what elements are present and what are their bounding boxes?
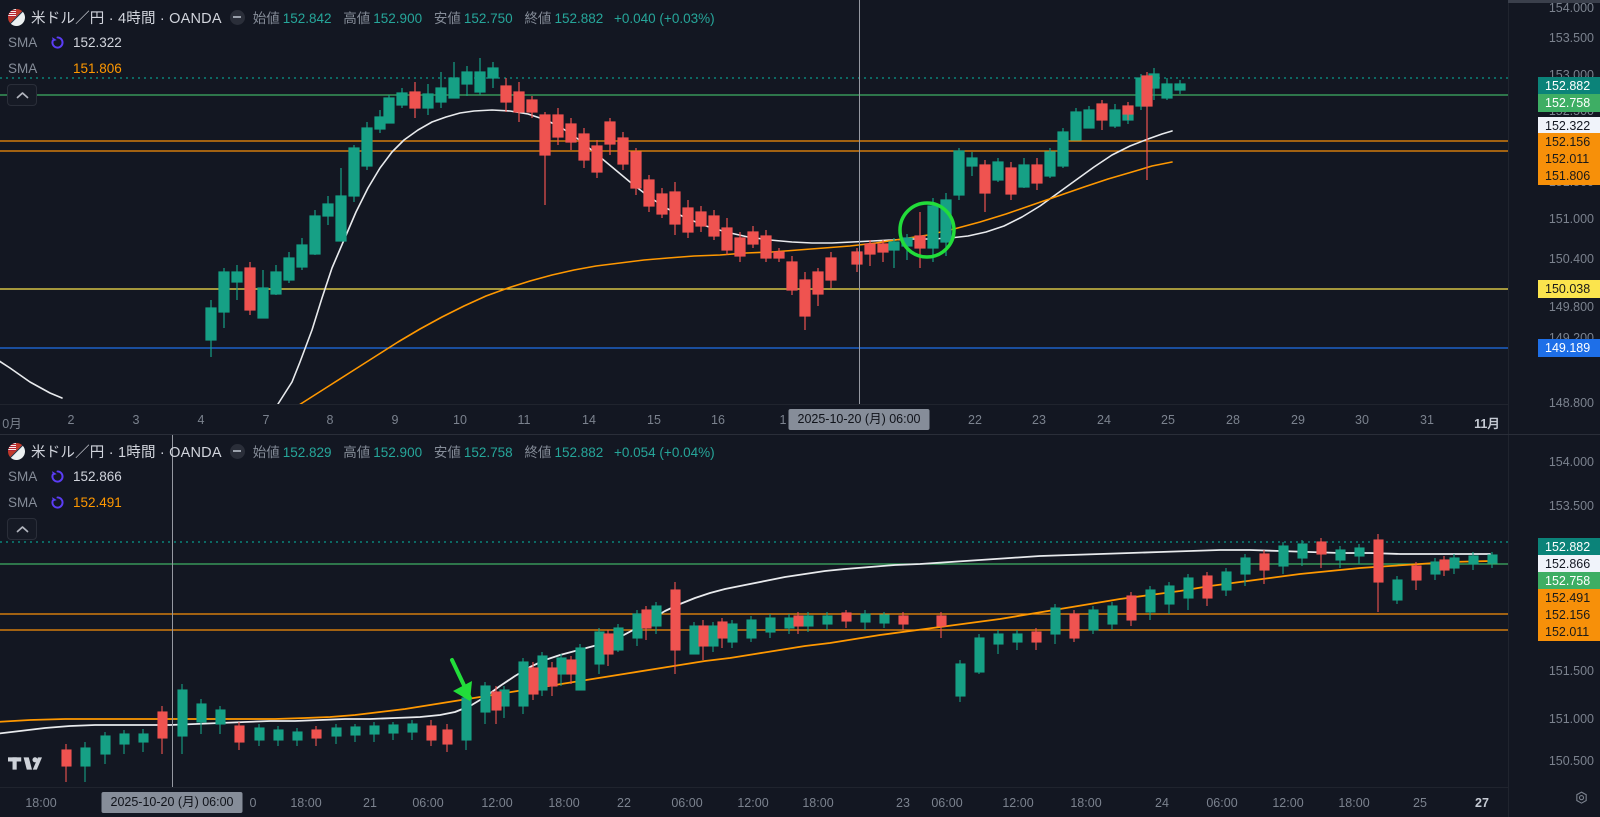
price-tick: 148.800 <box>1548 396 1594 410</box>
green-circle-annotation <box>898 201 956 259</box>
time-tick: 11 <box>517 413 531 427</box>
price-tick: 150.500 <box>1548 754 1594 768</box>
time-tick: 18:00 <box>1338 796 1370 810</box>
time-axis-1h[interactable]: 18:00 0 18:00 21 06:00 12:00 18:00 22 06… <box>0 787 1508 817</box>
price-tick: 154.000 <box>1548 455 1594 469</box>
crosshair-time-label-1h: 2025-10-20 (月) 06:00 <box>101 792 243 813</box>
plot-area-1h[interactable] <box>0 434 1508 817</box>
price-axis-4h[interactable]: 154.000 153.500 153.000 152.500 152.000 … <box>1508 0 1600 434</box>
sma-orange-line-1h <box>0 560 1491 723</box>
time-tick: 12:00 <box>737 796 769 810</box>
price-tick: 151.500 <box>1548 664 1594 678</box>
price-tick: 154.000 <box>1548 1 1594 15</box>
time-tick: 06:00 <box>931 796 963 810</box>
pane-collapse-button-4h[interactable] <box>7 84 37 106</box>
time-tick: 0 <box>249 796 257 810</box>
time-tick: 18:00 <box>290 796 322 810</box>
time-tick: 16 <box>711 413 725 427</box>
time-tick: 15 <box>647 413 661 427</box>
price-tick: 153.500 <box>1548 31 1594 45</box>
time-tick: 24 <box>1155 796 1169 810</box>
time-tick: 12:00 <box>1272 796 1304 810</box>
tradingview-logo[interactable] <box>8 752 42 779</box>
sma-orange-line-4h <box>287 161 1173 413</box>
time-tick-month: 11月 <box>1474 417 1500 431</box>
price-label-sma-white-1h[interactable]: 152.866 <box>1538 555 1600 573</box>
time-tick: 18:00 <box>25 796 57 810</box>
price-axis-1h[interactable]: 154.000 153.500 153.000 152.500 152.000 … <box>1508 434 1600 817</box>
time-tick: 12:00 <box>1002 796 1034 810</box>
time-tick: 22 <box>968 413 982 427</box>
price-tick: 150.400 <box>1548 252 1594 266</box>
crosshair-vertical-1h <box>172 434 173 787</box>
candles-4h <box>205 58 1186 357</box>
chart-pane-1h[interactable]: 米ドル／円 · 1時間 · OANDA 始値 152.829 高値 152.900 … <box>0 434 1600 817</box>
pane-collapse-button-1h[interactable] <box>7 518 37 540</box>
time-tick: 1 <box>779 413 787 427</box>
time-tick: 10 <box>453 413 467 427</box>
time-tick: 18:00 <box>548 796 580 810</box>
time-tick: 18:00 <box>1070 796 1102 810</box>
time-tick: 28 <box>1226 413 1240 427</box>
price-label-sma-orange-1h[interactable]: 152.491 <box>1538 589 1600 607</box>
price-label-prevclose-1h[interactable]: 152.758 <box>1538 572 1600 590</box>
chevron-up-icon <box>16 525 28 532</box>
crosshair-vertical-4h <box>859 0 860 404</box>
time-tick: 31 <box>1420 413 1434 427</box>
green-arrow-annotation <box>450 658 472 701</box>
time-tick: 21 <box>363 796 377 810</box>
price-tick: 149.800 <box>1548 300 1594 314</box>
time-tick: 23 <box>896 796 910 810</box>
price-label-last-1h[interactable]: 152.882 <box>1538 538 1600 556</box>
price-tick: 153.500 <box>1548 499 1594 513</box>
settings-gear-icon[interactable] <box>1573 790 1590 812</box>
price-label-orange-2[interactable]: 152.011 <box>1538 150 1600 168</box>
chevron-up-icon <box>16 91 28 98</box>
time-axis-4h[interactable]: 0月 2 3 4 7 8 9 10 11 14 15 16 1 22 23 24… <box>0 404 1508 434</box>
price-label-orange-1[interactable]: 152.156 <box>1538 133 1600 151</box>
time-tick: 18:00 <box>802 796 834 810</box>
price-label-sma-white[interactable]: 152.322 <box>1538 117 1600 135</box>
time-tick: 23 <box>1032 413 1046 427</box>
time-tick: 22 <box>617 796 631 810</box>
time-tick: 06:00 <box>412 796 444 810</box>
time-tick: 3 <box>132 413 140 427</box>
time-tick: 24 <box>1097 413 1111 427</box>
time-tick: 25 <box>1413 796 1427 810</box>
time-tick: 7 <box>262 413 270 427</box>
time-tick: 2 <box>67 413 75 427</box>
time-tick: 4 <box>197 413 205 427</box>
crosshair-time-label-4h: 2025-10-20 (月) 06:00 <box>788 409 930 430</box>
price-label-orange-1-1h[interactable]: 152.156 <box>1538 606 1600 624</box>
price-tick: 151.000 <box>1548 712 1594 726</box>
pane-separator[interactable] <box>0 434 1600 435</box>
price-label-yellow[interactable]: 150.038 <box>1538 280 1600 298</box>
time-tick: 8 <box>326 413 334 427</box>
time-tick: 14 <box>582 413 596 427</box>
price-label-sma-orange[interactable]: 151.806 <box>1538 167 1600 185</box>
price-label-prevclose[interactable]: 152.758 <box>1538 94 1600 112</box>
time-tick: 06:00 <box>671 796 703 810</box>
candles-1h <box>61 534 1498 782</box>
plot-area-4h[interactable] <box>0 0 1508 434</box>
price-label-orange-2-1h[interactable]: 152.011 <box>1538 623 1600 641</box>
axis-scroll-nub[interactable] <box>1508 0 1600 3</box>
time-tick: 29 <box>1291 413 1305 427</box>
price-tick: 151.000 <box>1548 212 1594 226</box>
time-tick: 06:00 <box>1206 796 1238 810</box>
time-tick: 25 <box>1161 413 1175 427</box>
time-tick: 0月 <box>2 417 22 431</box>
time-tick-bold: 27 <box>1475 796 1489 810</box>
chart-pane-4h[interactable]: 米ドル／円 · 4時間 · OANDA 始値 152.842 高値 152.900 … <box>0 0 1600 434</box>
price-label-last[interactable]: 152.882 <box>1538 77 1600 95</box>
series-layer-4h <box>0 58 1508 413</box>
time-tick: 12:00 <box>481 796 513 810</box>
time-tick: 30 <box>1355 413 1369 427</box>
price-label-blue[interactable]: 149.189 <box>1538 339 1600 357</box>
series-layer-1h <box>0 534 1508 782</box>
time-tick: 9 <box>391 413 399 427</box>
